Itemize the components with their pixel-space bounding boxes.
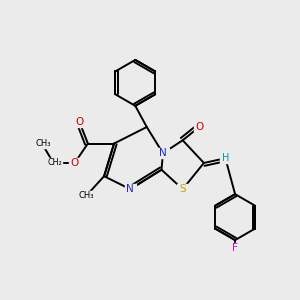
Text: S: S (179, 184, 186, 194)
Text: N: N (126, 184, 134, 194)
Text: O: O (195, 122, 203, 132)
Bar (230, 243, 241, 254)
Text: CH₃: CH₃ (36, 139, 51, 148)
Text: O: O (76, 117, 84, 127)
Text: CH₃: CH₃ (78, 191, 94, 200)
Text: H: H (222, 153, 229, 163)
Text: F: F (232, 243, 238, 253)
Bar (158, 148, 169, 158)
Bar (74, 117, 85, 128)
Bar (220, 153, 231, 164)
Text: O: O (70, 158, 79, 168)
Text: N: N (159, 148, 167, 158)
Text: CH₂: CH₂ (47, 158, 62, 167)
Bar (34, 139, 50, 148)
Bar (125, 184, 136, 194)
Bar (69, 158, 80, 168)
Bar (177, 184, 188, 194)
Bar (78, 191, 94, 201)
Bar (45, 158, 62, 168)
Bar (194, 122, 205, 132)
